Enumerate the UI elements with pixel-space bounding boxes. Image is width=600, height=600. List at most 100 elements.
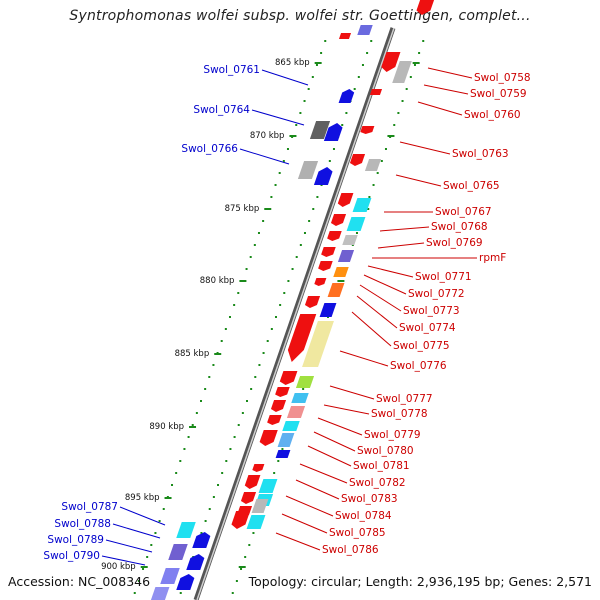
track-guide-dot <box>357 76 360 78</box>
reverse-gene-leader <box>377 242 425 249</box>
forward-gene-feature <box>176 522 196 538</box>
reverse-gene-leader <box>351 311 392 347</box>
track-guide-dot <box>195 412 198 414</box>
track-guide-dot <box>312 208 315 210</box>
reverse-gene-feature <box>246 515 266 529</box>
forward-gene-feature <box>192 532 211 548</box>
track-guide-dot <box>237 424 240 426</box>
reverse-gene-feature <box>304 296 321 308</box>
forward-gene-feature <box>297 161 319 179</box>
accession-text: Accession: NC_008346 <box>8 574 151 589</box>
forward-gene-label: Swol_0788 <box>54 518 111 530</box>
reverse-gene-label: Swol_0775 <box>393 340 450 352</box>
track-guide-dot <box>270 328 273 330</box>
reverse-gene-leader <box>379 226 430 232</box>
track-guide-dot <box>283 292 286 294</box>
reverse-gene-feature <box>286 406 306 418</box>
scale-tick-label: 880 kbp <box>200 276 235 286</box>
track-guide-dot <box>353 88 356 90</box>
reverse-gene-leader <box>299 463 348 484</box>
reverse-gene-label: Swol_0763 <box>452 148 509 160</box>
forward-gene-feature <box>150 587 170 600</box>
track-guide-dot <box>245 268 248 270</box>
track-guide-dot <box>376 172 379 174</box>
forward-gene-feature <box>309 121 331 139</box>
track-guide-dot <box>133 592 136 594</box>
scale-tick-label: 870 kbp <box>250 131 285 141</box>
reverse-gene-feature <box>346 217 366 231</box>
reverse-gene-leader <box>367 265 414 278</box>
track-guide-dot <box>228 316 231 318</box>
track-guide-dot <box>320 52 323 54</box>
forward-gene-feature <box>168 544 188 560</box>
gene-label-layer: Swol_0761 Swol_0764 Swol_0766 Swol_0787 Swol… <box>43 64 531 566</box>
track-guide-dot <box>278 172 281 174</box>
track-guide-dot <box>217 484 220 486</box>
track-guide-dot <box>224 328 227 330</box>
reverse-gene-feature <box>330 214 347 226</box>
track-guide-dot <box>171 484 174 486</box>
track-guide-dot <box>401 100 404 102</box>
reverse-gene-feature <box>267 415 282 425</box>
reverse-gene-label: Swol_0781 <box>353 460 410 472</box>
forward-gene-leader <box>101 555 146 566</box>
track-guide-dot <box>154 532 157 534</box>
track-guide-dot <box>384 148 387 150</box>
reverse-gene-feature <box>240 492 257 504</box>
reverse-gene-feature <box>287 314 317 362</box>
reverse-gene-leader <box>417 101 463 116</box>
reverse-gene-label: Swol_0776 <box>390 360 447 372</box>
track-guide-dot <box>237 292 240 294</box>
track-guide-dot <box>368 196 371 198</box>
track-guide-dot <box>397 112 400 114</box>
track-guide-dot <box>249 256 252 258</box>
track-guide-dot <box>355 232 358 234</box>
reverse-gene-feature <box>258 479 278 493</box>
reverse-gene-feature <box>279 371 298 385</box>
track-guide-dot <box>372 184 375 186</box>
track-guide-dot <box>380 160 383 162</box>
track-guide-dot <box>302 388 305 390</box>
track-guide-dot <box>361 64 364 66</box>
reverse-gene-feature <box>327 283 345 297</box>
reverse-gene-label: Swol_0759 <box>470 88 527 100</box>
reverse-gene-feature <box>319 303 337 317</box>
track-guide-dot <box>142 568 145 570</box>
track-guide-dot <box>328 160 331 162</box>
track-guide-dot <box>409 76 412 78</box>
feature-layer <box>150 0 435 600</box>
reverse-gene-label: Swol_0777 <box>376 393 433 405</box>
track-guide-dot <box>158 520 161 522</box>
reverse-gene-label: Swol_0786 <box>322 544 379 556</box>
reverse-gene-leader <box>399 141 451 155</box>
forward-gene-leader <box>112 523 161 539</box>
track-guide-dot <box>257 232 260 234</box>
track-guide-dot <box>212 364 215 366</box>
track-guide-dot <box>137 580 140 582</box>
track-guide-dot <box>244 556 247 558</box>
track-guide-dot <box>183 448 186 450</box>
track-guide-dot <box>200 532 203 534</box>
track-guide-dot <box>233 436 236 438</box>
track-guide-dot <box>307 88 310 90</box>
forward-gene-feature <box>160 568 180 584</box>
scale-tick-label: 885 kbp <box>175 349 210 359</box>
track-guide-dot <box>220 340 223 342</box>
track-guide-dot <box>258 364 261 366</box>
track-guide-dot <box>341 124 344 126</box>
reverse-gene-label: Swol_0779 <box>364 429 421 441</box>
track-guide-dot <box>286 148 289 150</box>
track-guide-dot <box>345 112 348 114</box>
reverse-gene-feature <box>244 475 261 489</box>
reverse-gene-leader <box>285 495 334 517</box>
reverse-gene-feature <box>327 231 342 241</box>
reverse-gene-feature <box>302 321 334 367</box>
track-guide-dot <box>273 472 276 474</box>
scale-tick-label: 900 kbp <box>101 562 136 572</box>
forward-gene-label: Swol_0761 <box>203 64 260 76</box>
reverse-gene-feature <box>270 400 287 412</box>
track-guide-dot <box>179 592 182 594</box>
forward-gene-feature <box>338 89 355 103</box>
track-guide-dot <box>252 532 255 534</box>
reverse-gene-feature <box>318 261 333 271</box>
